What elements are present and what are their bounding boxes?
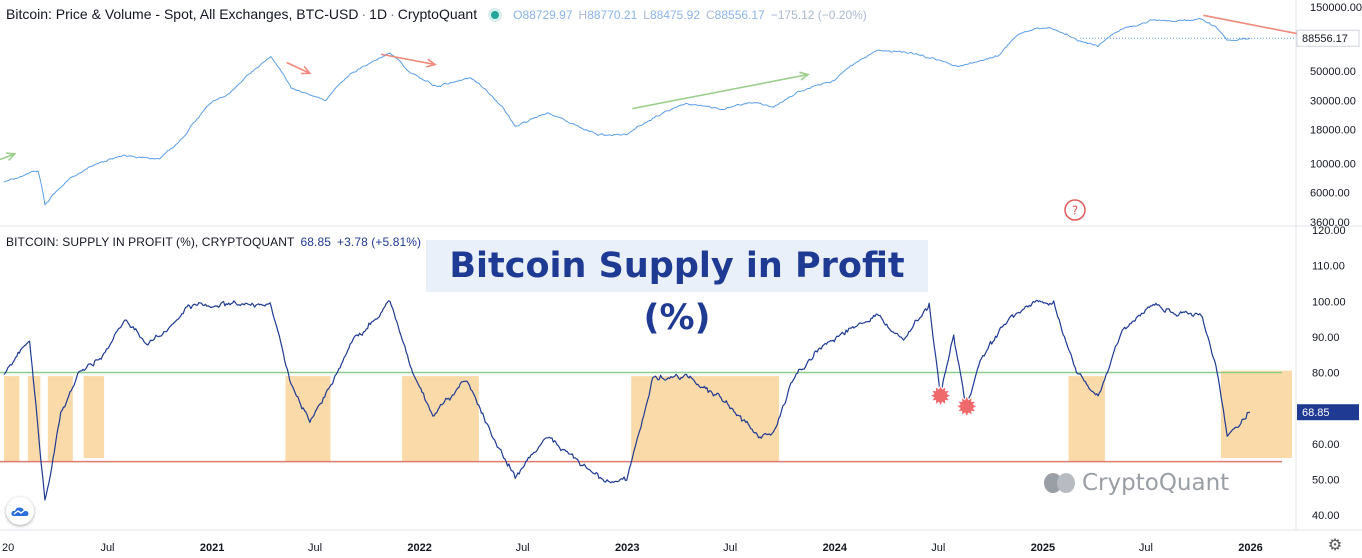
supply-tick-label: 50.00 xyxy=(1312,474,1340,486)
time-tick-label: 2021 xyxy=(200,542,224,554)
market-status-icon xyxy=(491,10,500,19)
ohlc-open-label: O xyxy=(513,8,523,22)
tradingview-logo-icon[interactable] xyxy=(6,497,34,525)
grid-layer xyxy=(0,0,1362,531)
overlay-title: Bitcoin Supply in Profit (%) xyxy=(426,240,928,338)
profit-marker xyxy=(955,394,979,418)
profit-bands-layer xyxy=(4,370,1292,462)
supply-tick-label: 80.00 xyxy=(1312,368,1340,380)
time-tick-label: Jul xyxy=(100,542,114,554)
supply-last-label: 68.85 xyxy=(1302,407,1330,419)
ohlc-close-label: C xyxy=(706,8,715,22)
ohlc-open: 88729.97 xyxy=(522,8,573,22)
supply-tick-label: 100.00 xyxy=(1312,296,1346,308)
time-tick-label: 2026 xyxy=(1238,542,1262,554)
price-legend[interactable]: Bitcoin: Price & Volume - Spot, All Exch… xyxy=(6,6,867,22)
annotations-layer xyxy=(0,14,1312,418)
trend-arrow-head xyxy=(300,65,312,75)
supply-series-line xyxy=(3,299,1251,501)
time-tick-label: 2023 xyxy=(615,542,639,554)
ohlc-values: O88729.97 H88770.21 L88475.92 C88556.17 −175… xyxy=(513,8,867,22)
cryptoquant-watermark: CryptoQuant xyxy=(1044,466,1229,500)
time-tick-label: 2024 xyxy=(823,542,848,554)
price-last-label: 88556.17 xyxy=(1302,33,1348,45)
cloud-icon xyxy=(11,507,29,516)
trend-arrow-head xyxy=(5,152,17,161)
price-tick-label: 3600.00 xyxy=(1310,217,1350,229)
supply-tick-label: 90.00 xyxy=(1312,332,1340,344)
time-tick-label: Jul xyxy=(723,542,737,554)
time-tick-label: Jul xyxy=(931,542,945,554)
time-tick-label: 20 xyxy=(2,542,14,554)
profit-band xyxy=(4,376,20,462)
price-tick-label: 50000.00 xyxy=(1310,66,1356,78)
supply-tick-label: 120.00 xyxy=(1312,225,1346,237)
question-icon[interactable] xyxy=(1064,199,1086,221)
trend-arrow xyxy=(632,73,809,110)
trend-arrow xyxy=(380,53,436,66)
time-tick-label: 2022 xyxy=(407,542,431,554)
price-series-line xyxy=(3,17,1251,206)
time-tick-label: Jul xyxy=(1139,542,1153,554)
ohlc-high: 88770.21 xyxy=(587,8,638,22)
supply-tick-label: 40.00 xyxy=(1312,510,1340,522)
time-tick-label: Jul xyxy=(516,542,530,554)
profit-band xyxy=(1068,376,1105,462)
profit-band xyxy=(1220,370,1292,458)
ohlc-low: 88475.92 xyxy=(649,8,700,22)
trend-arrow xyxy=(0,153,16,161)
price-tick-label: 18000.00 xyxy=(1310,125,1356,137)
ohlc-close: 88556.17 xyxy=(714,8,765,22)
profit-band xyxy=(402,376,479,462)
question-icon-glyph: ? xyxy=(1072,204,1078,218)
supply-tick-label: 60.00 xyxy=(1312,439,1340,451)
supply-legend-title: BITCOIN: SUPPLY IN PROFIT (%), CRYPTOQUA… xyxy=(6,235,295,249)
price-tick-label: 10000.00 xyxy=(1310,158,1356,170)
gear-icon[interactable]: ⚙ xyxy=(1327,537,1343,554)
ohlc-high-label: H xyxy=(578,8,588,22)
series-layer xyxy=(3,17,1251,501)
price-tick-label: 150000.00 xyxy=(1310,2,1362,14)
price-tick-label: 30000.00 xyxy=(1310,95,1356,107)
trend-arrow-head xyxy=(799,71,810,81)
time-tick-label: 2025 xyxy=(1031,542,1055,554)
reference-lines-layer xyxy=(0,371,1282,463)
supply-legend[interactable]: BITCOIN: SUPPLY IN PROFIT (%), CRYPTOQUA… xyxy=(6,235,421,249)
profit-marker xyxy=(928,384,953,408)
ohlc-low-label: L xyxy=(643,8,650,22)
supply-tick-label: 110.00 xyxy=(1312,261,1345,273)
time-tick-label: Jul xyxy=(308,542,322,554)
profit-band xyxy=(631,376,780,462)
supply-legend-change: +3.78 (+5.81%) xyxy=(337,235,422,249)
profit-band xyxy=(83,376,105,458)
cryptoquant-logo-icon xyxy=(1044,473,1076,493)
price-legend-title: Bitcoin: Price & Volume - Spot, All Exch… xyxy=(6,6,359,22)
trend-arrow xyxy=(1203,14,1310,37)
price-last-badge xyxy=(1296,29,1360,47)
price-tick-label: 6000.00 xyxy=(1310,188,1350,200)
trend-arrow-head xyxy=(426,58,437,68)
price-legend-interval: 1D xyxy=(369,6,388,22)
supply-last-badge xyxy=(1297,404,1359,421)
profit-band xyxy=(27,376,41,462)
price-legend-source: CryptoQuant xyxy=(397,6,478,22)
supply-legend-value: 68.85 xyxy=(300,235,331,249)
ohlc-change: −175.12 (−0.20%) xyxy=(770,8,867,22)
trend-arrow xyxy=(286,61,311,75)
watermark-text: CryptoQuant xyxy=(1082,470,1230,496)
